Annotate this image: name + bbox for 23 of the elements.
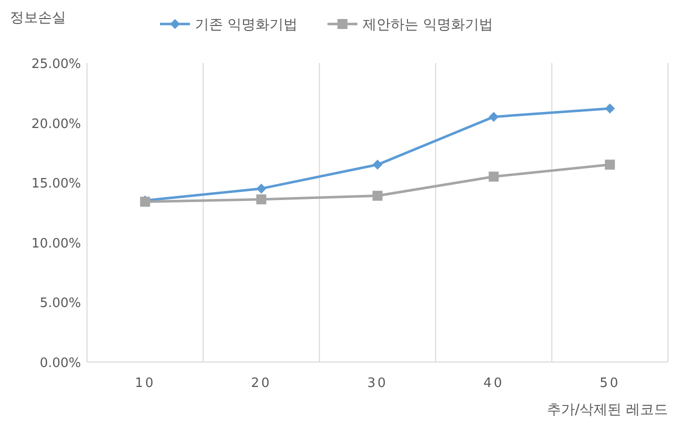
y-tick-label: 15.00% <box>31 176 81 192</box>
point <box>604 160 615 170</box>
y-tick-label: 0.00% <box>40 356 81 371</box>
point <box>256 184 266 194</box>
y-tick-label: 10.00% <box>31 236 81 252</box>
x-tick-label: 40 <box>483 376 504 391</box>
x-tick-label: 30 <box>367 376 388 391</box>
point <box>488 112 499 122</box>
x-axis-title: 추가/삭제된 레코드 <box>546 402 668 418</box>
point <box>488 172 499 182</box>
point <box>372 190 382 201</box>
point <box>604 103 615 114</box>
y-tick-label: 5.00% <box>40 296 81 312</box>
x-tick-label: 20 <box>251 376 272 391</box>
point <box>256 194 266 204</box>
legend-label: 제안하는 익명화기법 <box>362 17 493 33</box>
y-tick-label: 25.00% <box>31 57 81 72</box>
y-axis-title: 정보손실 <box>10 10 66 26</box>
legend-label: 기존 익명화기법 <box>195 17 298 33</box>
point <box>372 160 382 170</box>
x-tick-label: 10 <box>134 376 156 391</box>
x-tick-label: 50 <box>600 376 620 391</box>
y-tick-label: 20.00% <box>31 116 81 132</box>
